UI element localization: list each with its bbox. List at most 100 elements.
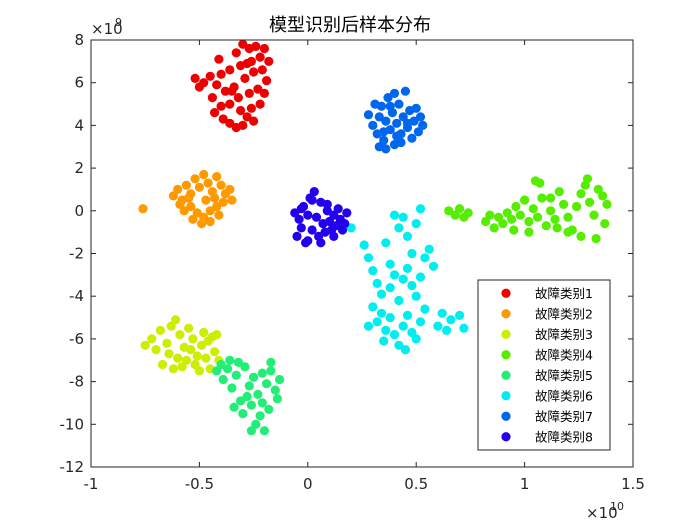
- data-point: [392, 131, 402, 141]
- legend-marker: [501, 432, 511, 442]
- data-point: [559, 199, 569, 209]
- data-point: [411, 103, 421, 113]
- series-4: [444, 174, 612, 244]
- data-point: [402, 118, 413, 128]
- x-tick-label: 0: [303, 475, 313, 493]
- data-point: [535, 178, 545, 188]
- data-point: [188, 214, 198, 224]
- data-point: [275, 374, 285, 385]
- data-point: [225, 65, 235, 75]
- y-tick-label: -4: [69, 287, 84, 305]
- data-point: [411, 291, 421, 301]
- data-point: [249, 67, 259, 77]
- legend-label: 故障类别3: [535, 327, 593, 342]
- data-point: [259, 426, 269, 436]
- data-point: [379, 336, 389, 346]
- legend: 故障类别1 故障类别2 故障类别3 故障类别4 故障类别5 故障类别6 故障类别7 故障类别8: [477, 279, 611, 451]
- legend-marker: [501, 329, 511, 339]
- data-point: [563, 212, 573, 222]
- data-point: [212, 330, 222, 340]
- data-point: [394, 99, 404, 109]
- data-point: [376, 101, 387, 111]
- data-point: [214, 54, 224, 64]
- data-point: [537, 193, 547, 203]
- data-point: [394, 295, 404, 306]
- data-point: [463, 208, 473, 218]
- data-point: [214, 210, 224, 220]
- x-exponent-label: ×10 10: [586, 500, 624, 522]
- data-point: [229, 402, 239, 412]
- data-point: [140, 340, 150, 350]
- y-tick-label: 4: [74, 116, 84, 134]
- data-point: [385, 313, 395, 323]
- data-point: [199, 327, 209, 338]
- data-point: [411, 219, 421, 229]
- data-point: [240, 73, 250, 83]
- data-point: [415, 204, 426, 214]
- legend-label: 故障类别8: [535, 429, 593, 444]
- data-point: [407, 248, 417, 259]
- legend-box: [477, 279, 611, 451]
- data-point: [231, 370, 241, 380]
- data-point: [385, 101, 395, 111]
- data-point: [212, 80, 222, 90]
- data-point: [194, 366, 204, 376]
- data-point: [398, 212, 408, 222]
- data-point: [402, 263, 413, 273]
- data-point: [296, 204, 306, 214]
- data-point: [246, 103, 256, 113]
- data-point: [602, 199, 612, 209]
- data-point: [238, 409, 248, 419]
- data-point: [257, 368, 267, 378]
- data-point: [184, 193, 194, 203]
- data-point: [223, 364, 233, 374]
- data-point: [210, 347, 220, 357]
- data-point: [244, 381, 254, 391]
- data-point: [433, 321, 443, 331]
- data-point: [246, 400, 256, 410]
- legend-marker: [501, 391, 511, 401]
- data-point: [264, 404, 274, 414]
- data-point: [591, 234, 601, 244]
- legend-marker: [501, 309, 511, 319]
- data-point: [309, 187, 319, 197]
- data-point: [181, 180, 191, 190]
- data-point: [322, 206, 332, 216]
- data-point: [593, 184, 603, 194]
- data-points: [138, 39, 612, 436]
- data-point: [379, 127, 389, 137]
- data-point: [437, 308, 447, 318]
- data-point: [376, 289, 387, 299]
- data-point: [292, 231, 302, 241]
- data-point: [600, 219, 610, 229]
- data-point: [489, 223, 499, 233]
- data-point: [225, 99, 235, 109]
- y-tick-label: 6: [74, 74, 84, 92]
- data-point: [138, 204, 148, 214]
- data-point: [515, 210, 525, 220]
- data-point: [511, 201, 521, 212]
- data-point: [520, 195, 530, 205]
- data-point: [188, 334, 198, 344]
- data-point: [509, 225, 519, 235]
- data-point: [572, 201, 582, 212]
- data-point: [253, 84, 263, 94]
- series-6: [346, 204, 469, 355]
- data-point: [216, 359, 226, 370]
- data-point: [218, 197, 228, 207]
- axes: -1 -0.5 0 0.5 1 1.5 -12 -10 -8 -6 -4 -2 0 2 4 6 8: [60, 31, 645, 493]
- legend-marker: [501, 411, 511, 421]
- data-point: [246, 426, 256, 436]
- y-tick-label: -10: [60, 415, 85, 433]
- data-point: [162, 338, 172, 348]
- data-point: [598, 191, 608, 201]
- data-point: [201, 195, 211, 205]
- data-point: [381, 325, 391, 335]
- data-point: [533, 212, 543, 222]
- data-point: [218, 374, 228, 385]
- data-point: [442, 325, 452, 335]
- data-point: [225, 118, 235, 128]
- data-point: [398, 321, 408, 331]
- data-point: [398, 274, 408, 284]
